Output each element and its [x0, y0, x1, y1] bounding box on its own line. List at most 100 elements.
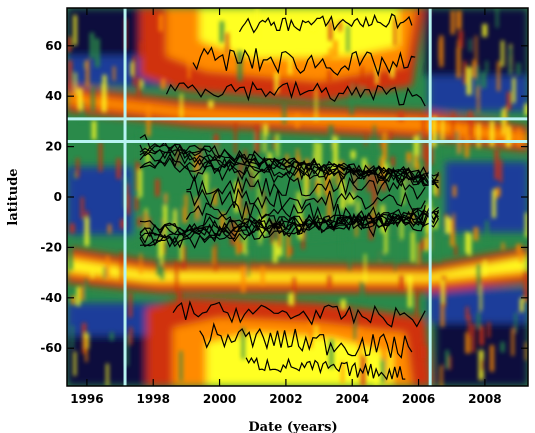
south-branch-core	[67, 257, 528, 281]
texture-streak	[367, 164, 371, 192]
texture-streak	[85, 337, 88, 362]
contour-south-wing	[139, 208, 439, 247]
texture-streak	[261, 266, 265, 285]
texture-streak	[140, 41, 143, 57]
texture-streak	[349, 185, 355, 204]
texture-streak	[265, 135, 268, 155]
texture-streak	[481, 72, 486, 89]
texture-streak	[317, 167, 321, 198]
texture-streak	[414, 154, 419, 170]
texture-streak	[422, 115, 426, 139]
texture-streak	[138, 169, 142, 198]
texture-streak	[243, 235, 247, 255]
texture-streak	[386, 354, 389, 385]
texture-streak	[419, 132, 422, 159]
texture-streak	[162, 193, 167, 211]
texture-streak	[439, 35, 444, 67]
contour-equatorial	[185, 200, 426, 226]
texture-streak	[160, 78, 166, 90]
texture-streak	[333, 136, 338, 166]
texture-streak	[424, 145, 429, 177]
texture-streak	[73, 171, 78, 180]
texture-streak	[130, 62, 134, 76]
texture-streak	[479, 284, 482, 311]
texture-streak	[346, 197, 350, 206]
texture-streak	[76, 158, 80, 178]
texture-streak	[177, 290, 182, 306]
north-dark-zone-early	[67, 8, 140, 56]
texture-streak	[327, 275, 332, 289]
texture-streak	[318, 142, 322, 168]
texture-streak	[485, 220, 489, 244]
x-tick-label: 2000	[203, 392, 236, 406]
texture-streak	[107, 224, 112, 234]
x-axis: 1996 1998 2000 2002 2004 2006 2008	[70, 8, 502, 406]
texture-streak	[477, 264, 481, 294]
texture-streak	[340, 226, 344, 256]
y-tick-label: -60	[40, 341, 62, 355]
texture-streak	[328, 47, 333, 60]
contour-north-wing	[139, 153, 439, 183]
texture-streak	[471, 324, 475, 353]
texture-streak	[148, 217, 151, 230]
texture-streak	[204, 172, 208, 194]
contour-equatorial	[186, 187, 426, 213]
texture-streak	[163, 205, 168, 229]
texture-streak	[407, 161, 411, 189]
texture-streak	[501, 108, 506, 136]
texture-streak	[501, 242, 505, 251]
texture-streak	[187, 46, 191, 79]
texture-streak	[198, 144, 202, 165]
texture-streak	[327, 69, 332, 83]
texture-streak	[500, 40, 505, 67]
texture-streak	[274, 72, 279, 93]
equator-blue-late	[445, 161, 528, 233]
texture-streak	[319, 215, 322, 224]
texture-streak	[407, 275, 412, 308]
texture-streak	[514, 312, 517, 334]
texture-streak	[402, 179, 405, 205]
texture-streak	[234, 122, 237, 155]
texture-streak	[328, 125, 334, 149]
texture-streak	[175, 260, 179, 293]
texture-streak	[468, 110, 473, 137]
texture-streak	[384, 223, 388, 254]
texture-streak	[180, 93, 183, 119]
contour-north-cap	[165, 80, 426, 107]
texture-streak	[450, 10, 455, 35]
texture-streak	[194, 153, 199, 173]
contour-south-cap	[199, 322, 413, 359]
texture-streak	[433, 115, 437, 139]
texture-streak	[348, 242, 352, 271]
texture-streak	[132, 56, 136, 87]
x-tick-label: 2002	[269, 392, 302, 406]
texture-streak	[258, 186, 261, 207]
texture-streak	[364, 132, 367, 147]
texture-streak	[335, 165, 338, 186]
texture-streak	[128, 292, 132, 318]
texture-streak	[67, 60, 73, 90]
texture-streak	[473, 227, 479, 241]
texture-streak	[516, 62, 521, 76]
texture-streak	[435, 132, 440, 161]
texture-streak	[338, 21, 342, 32]
texture-streak	[238, 162, 243, 178]
texture-streak	[381, 172, 386, 192]
texture-streak	[399, 275, 404, 290]
texture-streak	[67, 36, 72, 52]
y-tick-label: 0	[54, 190, 62, 204]
texture-streak	[112, 66, 116, 81]
x-tick-label: 2006	[402, 392, 435, 406]
texture-streak	[517, 127, 521, 147]
contour-south-cap	[245, 356, 406, 381]
texture-streak	[85, 59, 90, 88]
texture-streak	[94, 38, 100, 68]
texture-streak	[276, 134, 279, 158]
texture-streak	[136, 77, 141, 97]
texture-streak	[267, 152, 273, 161]
texture-streak	[524, 103, 528, 116]
texture-streak	[494, 149, 499, 180]
texture-streak	[272, 240, 278, 263]
texture-streak	[237, 50, 243, 82]
texture-streak	[437, 236, 441, 263]
